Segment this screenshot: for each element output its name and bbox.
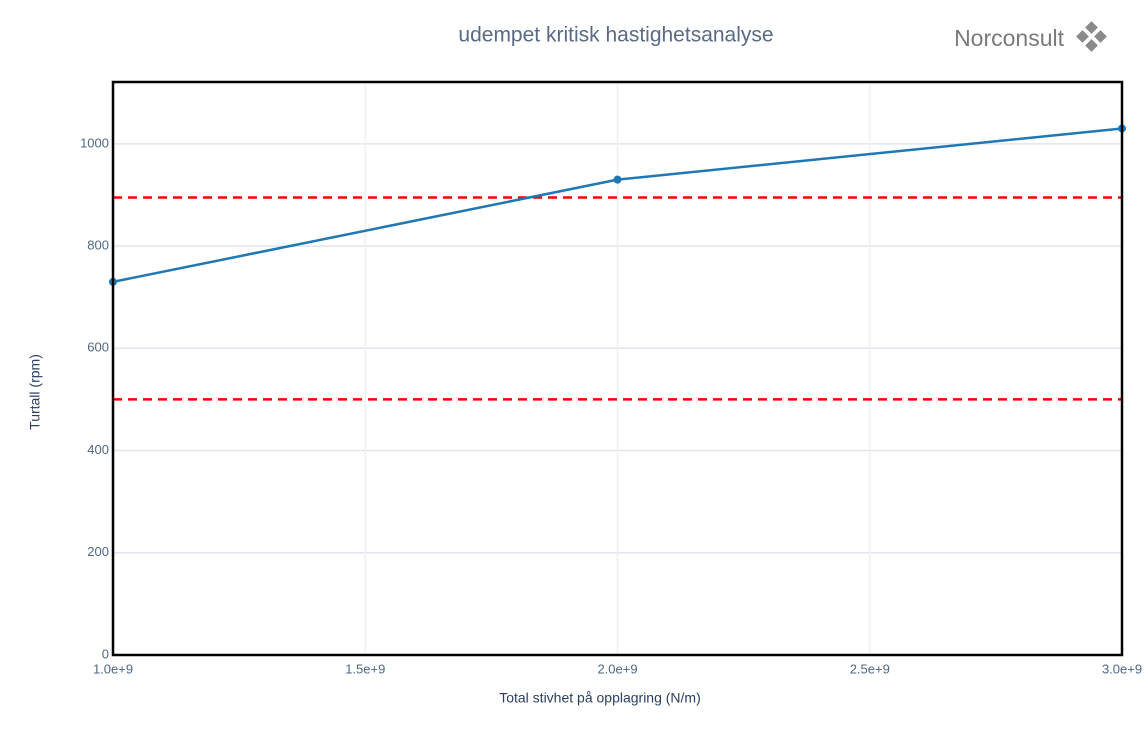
y-tick-label: 400 xyxy=(87,442,109,457)
x-axis-title: Total stivhet på opplagring (N/m) xyxy=(499,690,701,706)
x-tick-label: 1.0e+9 xyxy=(93,661,133,676)
y-axis-title: Turtall (rpm) xyxy=(27,354,43,430)
x-tick-label: 2.0e+9 xyxy=(597,661,637,676)
x-tick-label: 2.5e+9 xyxy=(850,661,890,676)
chart-title: udempet kritisk hastighetsanalyse xyxy=(458,24,773,47)
y-tick-label: 600 xyxy=(87,340,109,355)
logo-icon xyxy=(1076,21,1107,52)
x-tick-label: 3.0e+9 xyxy=(1102,661,1142,676)
y-tick-label: 200 xyxy=(87,544,109,559)
y-tick-label: 800 xyxy=(87,238,109,253)
y-tick-label: 1000 xyxy=(80,135,109,150)
plot-frame xyxy=(111,80,1124,657)
data-point xyxy=(613,175,622,184)
y-tick-label: 0 xyxy=(102,646,109,661)
x-tick-label: 1.5e+9 xyxy=(345,661,385,676)
logo-text: Norconsult xyxy=(954,25,1065,51)
